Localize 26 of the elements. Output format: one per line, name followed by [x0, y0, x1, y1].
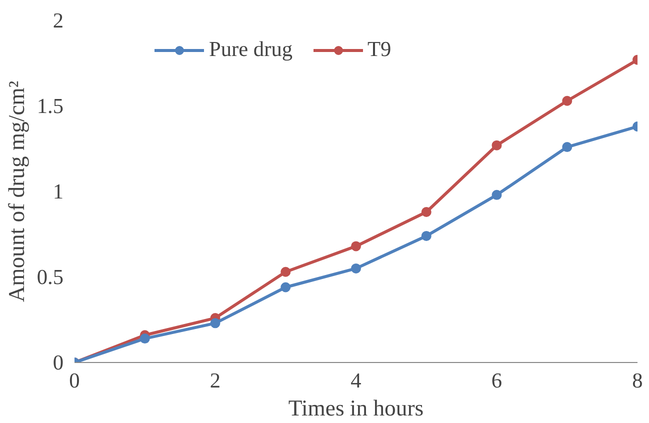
point: [210, 318, 220, 328]
y-axis-title: Amount of drug mg/cm²: [4, 80, 29, 302]
x-tick-label: 6: [491, 368, 502, 392]
legend-label: T9: [368, 37, 392, 62]
x-tick-label: 4: [350, 368, 362, 392]
y-tick-label: 0.5: [36, 265, 64, 289]
point: [351, 241, 361, 252]
point: [492, 190, 502, 200]
x-tick-label: 2: [210, 368, 221, 392]
x-tick-label: 8: [632, 368, 643, 392]
point: [492, 140, 502, 150]
y-tick-label: 1.5: [36, 94, 64, 118]
y-tick-label: 2: [52, 8, 64, 32]
x-axis-title: Times in hours: [288, 396, 424, 420]
point: [562, 142, 572, 152]
x-tick-label: 0: [69, 368, 80, 392]
y-tick-label: 0: [52, 350, 64, 374]
point: [562, 96, 572, 106]
y-tick-label: 1: [52, 180, 64, 204]
point: [280, 266, 291, 277]
point: [421, 230, 432, 241]
point: [351, 263, 361, 274]
legend-label: Pure drug: [209, 37, 293, 62]
point: [280, 282, 291, 292]
point: [421, 207, 432, 218]
point: [140, 334, 150, 344]
